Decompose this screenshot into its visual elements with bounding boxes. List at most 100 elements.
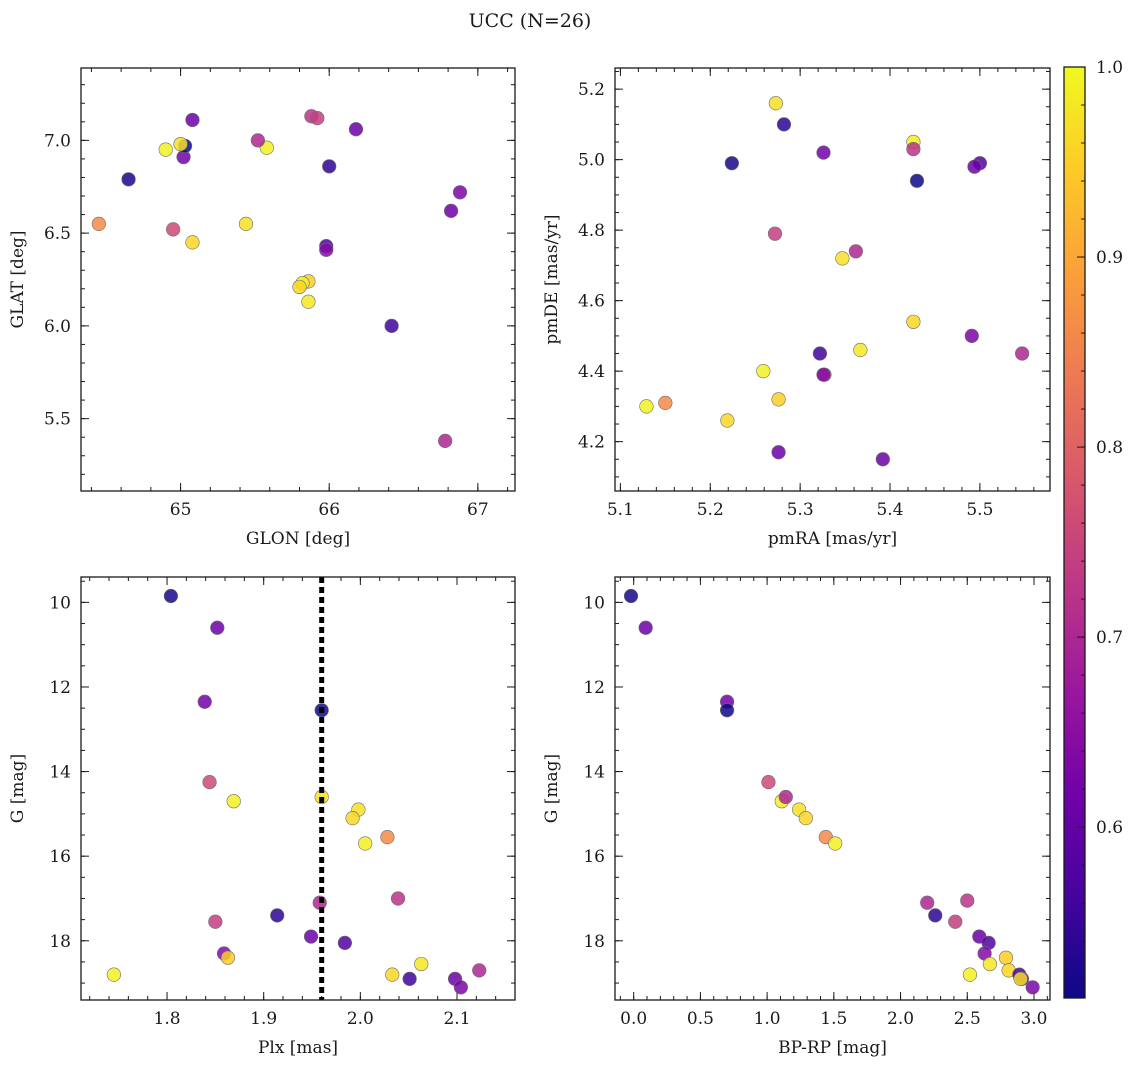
x-axis-label: pmRA [mas/yr] [768,529,897,549]
y-tick-label: 4.4 [578,362,605,382]
data-point [828,836,843,851]
data-point [121,172,136,187]
data-point [906,141,921,157]
y-tick-label: 4.2 [578,433,605,453]
scatter-panel-2: 5.1 5.2 5.3 5.4 5.5 4.2 4.4 4.6 4.8 5.0 5.2 pmRA [m… [542,67,1051,549]
data-point [982,956,998,972]
data-point [964,328,979,344]
data-point [778,789,793,805]
minor-ticks [615,68,1050,491]
data-point [345,811,360,826]
data-point [1025,980,1040,995]
data-point [210,620,225,635]
x-tick-label: 5.1 [607,500,634,520]
data-point [106,967,121,982]
x-tick-label: 65 [170,500,192,520]
y-tick-label: 12 [49,678,71,698]
data-point [337,935,352,950]
data-point [771,445,786,460]
data-point [322,159,337,174]
data-point [303,929,319,944]
y-tick-label: 5.0 [578,151,605,171]
x-tick-label: 1.9 [250,1009,277,1029]
x-tick-label: 5.5 [966,500,993,520]
data-point [724,156,739,171]
y-axis-label: G [mag] [542,754,562,823]
colorbar-frame [1063,66,1086,999]
data-point [292,279,307,295]
scatter-points [623,588,1040,995]
x-axis-label: GLON [deg] [246,529,350,549]
data-point [756,364,771,379]
data-point [623,588,639,604]
data-point [185,112,200,128]
x-tick-label: 2.5 [954,1009,981,1029]
data-point [906,314,921,329]
colorbar-tick-label: 0.7 [1096,628,1123,648]
scatter-points [106,588,487,995]
data-point [998,950,1014,965]
data-point [208,914,223,929]
data-point [768,96,783,111]
colorbar-tick-label: 0.6 [1096,818,1123,838]
data-point [385,967,400,982]
axes-frame [614,67,1051,492]
data-point [798,811,813,826]
data-point [1015,346,1030,361]
data-point [220,950,236,965]
minor-ticks [81,577,516,1000]
data-point [848,244,863,259]
data-point [812,346,828,361]
scatter-points [639,96,1030,467]
scatter-panel-1: 65 66 67 5.5 6.0 6.5 7.0 GLON [deg] GLAT [deg] [8,67,516,549]
data-point [453,980,468,995]
x-tick-label: 1.0 [754,1009,781,1029]
y-tick-label: 4.8 [578,221,605,241]
x-tick-label: 1.8 [154,1009,181,1029]
data-point [380,830,395,845]
y-axis-label: G [mag] [8,754,28,823]
data-point [719,703,735,718]
colorbar-tick-label: 0.9 [1096,248,1123,268]
axes-frame [614,576,1051,1001]
data-point [452,185,468,200]
x-tick-label: 0.5 [687,1009,714,1029]
colorbar-tick-label: 0.8 [1096,438,1123,458]
data-point [250,133,265,148]
y-tick-label: 5.5 [44,410,71,430]
figure-title: UCC (N=26) [469,10,592,32]
y-tick-label: 7.0 [44,131,71,151]
data-point [638,620,653,635]
data-point [438,433,453,449]
y-tick-label: 10 [49,593,71,613]
scatter-panel-4: 0.0 0.5 1.0 1.5 2.0 2.5 3.0 10 12 14 16 18 BP-RP [ma… [542,576,1051,1058]
panels: 65 66 67 5.5 6.0 6.5 7.0 GLON [deg] GLAT [deg] 5.… [8,67,1051,1058]
y-axis-label: pmDE [mas/yr] [542,214,562,344]
data-point [173,136,188,152]
data-point [414,956,429,972]
data-point [1013,971,1028,986]
y-axis-label: GLAT [deg] [8,230,28,328]
data-point [158,142,173,157]
data-point [816,367,831,382]
y-tick-label: 5.2 [578,80,605,100]
y-tick-label: 16 [583,847,605,867]
data-point [348,122,364,137]
data-point [197,694,212,709]
x-tick-label: 5.4 [876,500,903,520]
data-point [226,794,241,809]
x-tick-label: 5.3 [787,500,814,520]
data-point [443,203,459,218]
data-point [390,891,406,906]
y-tick-label: 18 [583,932,605,952]
x-tick-label: 0.0 [620,1009,647,1029]
data-point [771,392,786,407]
data-point [767,226,783,241]
x-tick-label: 1.5 [820,1009,847,1029]
data-point [185,235,200,250]
data-point [853,342,868,358]
data-point [639,399,654,414]
data-point [920,895,935,910]
data-point [658,395,673,410]
